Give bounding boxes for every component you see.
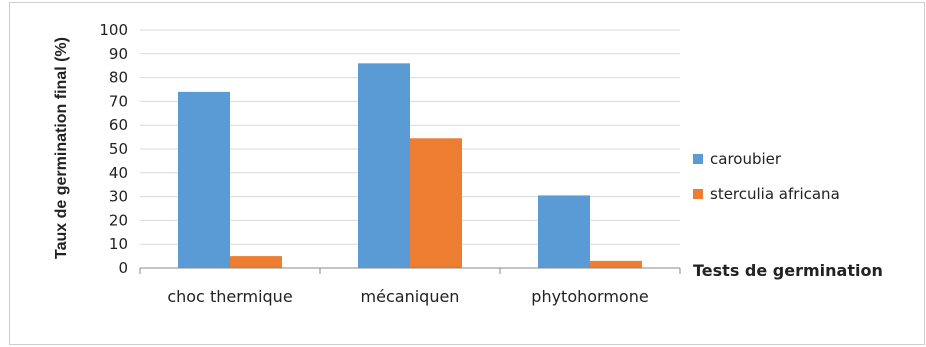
category-labels: choc thermique mécaniquen phytohormone [167,287,648,306]
y-tick-label: 50 [109,140,128,158]
legend-label: caroubier [710,150,782,168]
y-tick-label: 40 [109,164,128,182]
y-tick-label: 60 [109,116,128,134]
legend-swatch [693,189,703,199]
x-tick-marks [139,268,681,274]
y-tick-label: 30 [109,188,128,206]
bar-caroubier-2 [538,195,590,268]
bar-sterculia-africana-0 [230,256,282,268]
y-tick-label: 90 [109,45,128,63]
category-label: mécaniquen [361,287,460,306]
y-axis-label: Taux de germination final (%) [53,37,70,259]
legend-swatch [693,154,703,164]
bar-sterculia-africana-2 [590,260,642,268]
y-tick-label: 10 [109,235,128,253]
bar-sterculia-africana-1 [410,138,462,268]
y-tick-labels: 0 10 20 30 40 50 60 70 80 90 100 [99,21,128,277]
chart-frame [9,2,925,345]
bar-caroubier-0 [178,91,230,268]
legend: caroubier sterculia africana [693,150,840,203]
y-tick-label: 20 [109,211,128,229]
category-label: phytohormone [531,287,648,306]
y-tick-label: 80 [109,69,128,87]
bar-caroubier-1 [358,63,410,268]
x-axis-label: Tests de germination [693,261,883,280]
legend-label: sterculia africana [710,185,840,203]
y-tick-label: 70 [109,92,128,110]
bars [178,63,642,268]
category-label: choc thermique [167,287,292,306]
y-tick-label: 100 [99,21,128,39]
y-tick-label: 0 [118,259,128,277]
